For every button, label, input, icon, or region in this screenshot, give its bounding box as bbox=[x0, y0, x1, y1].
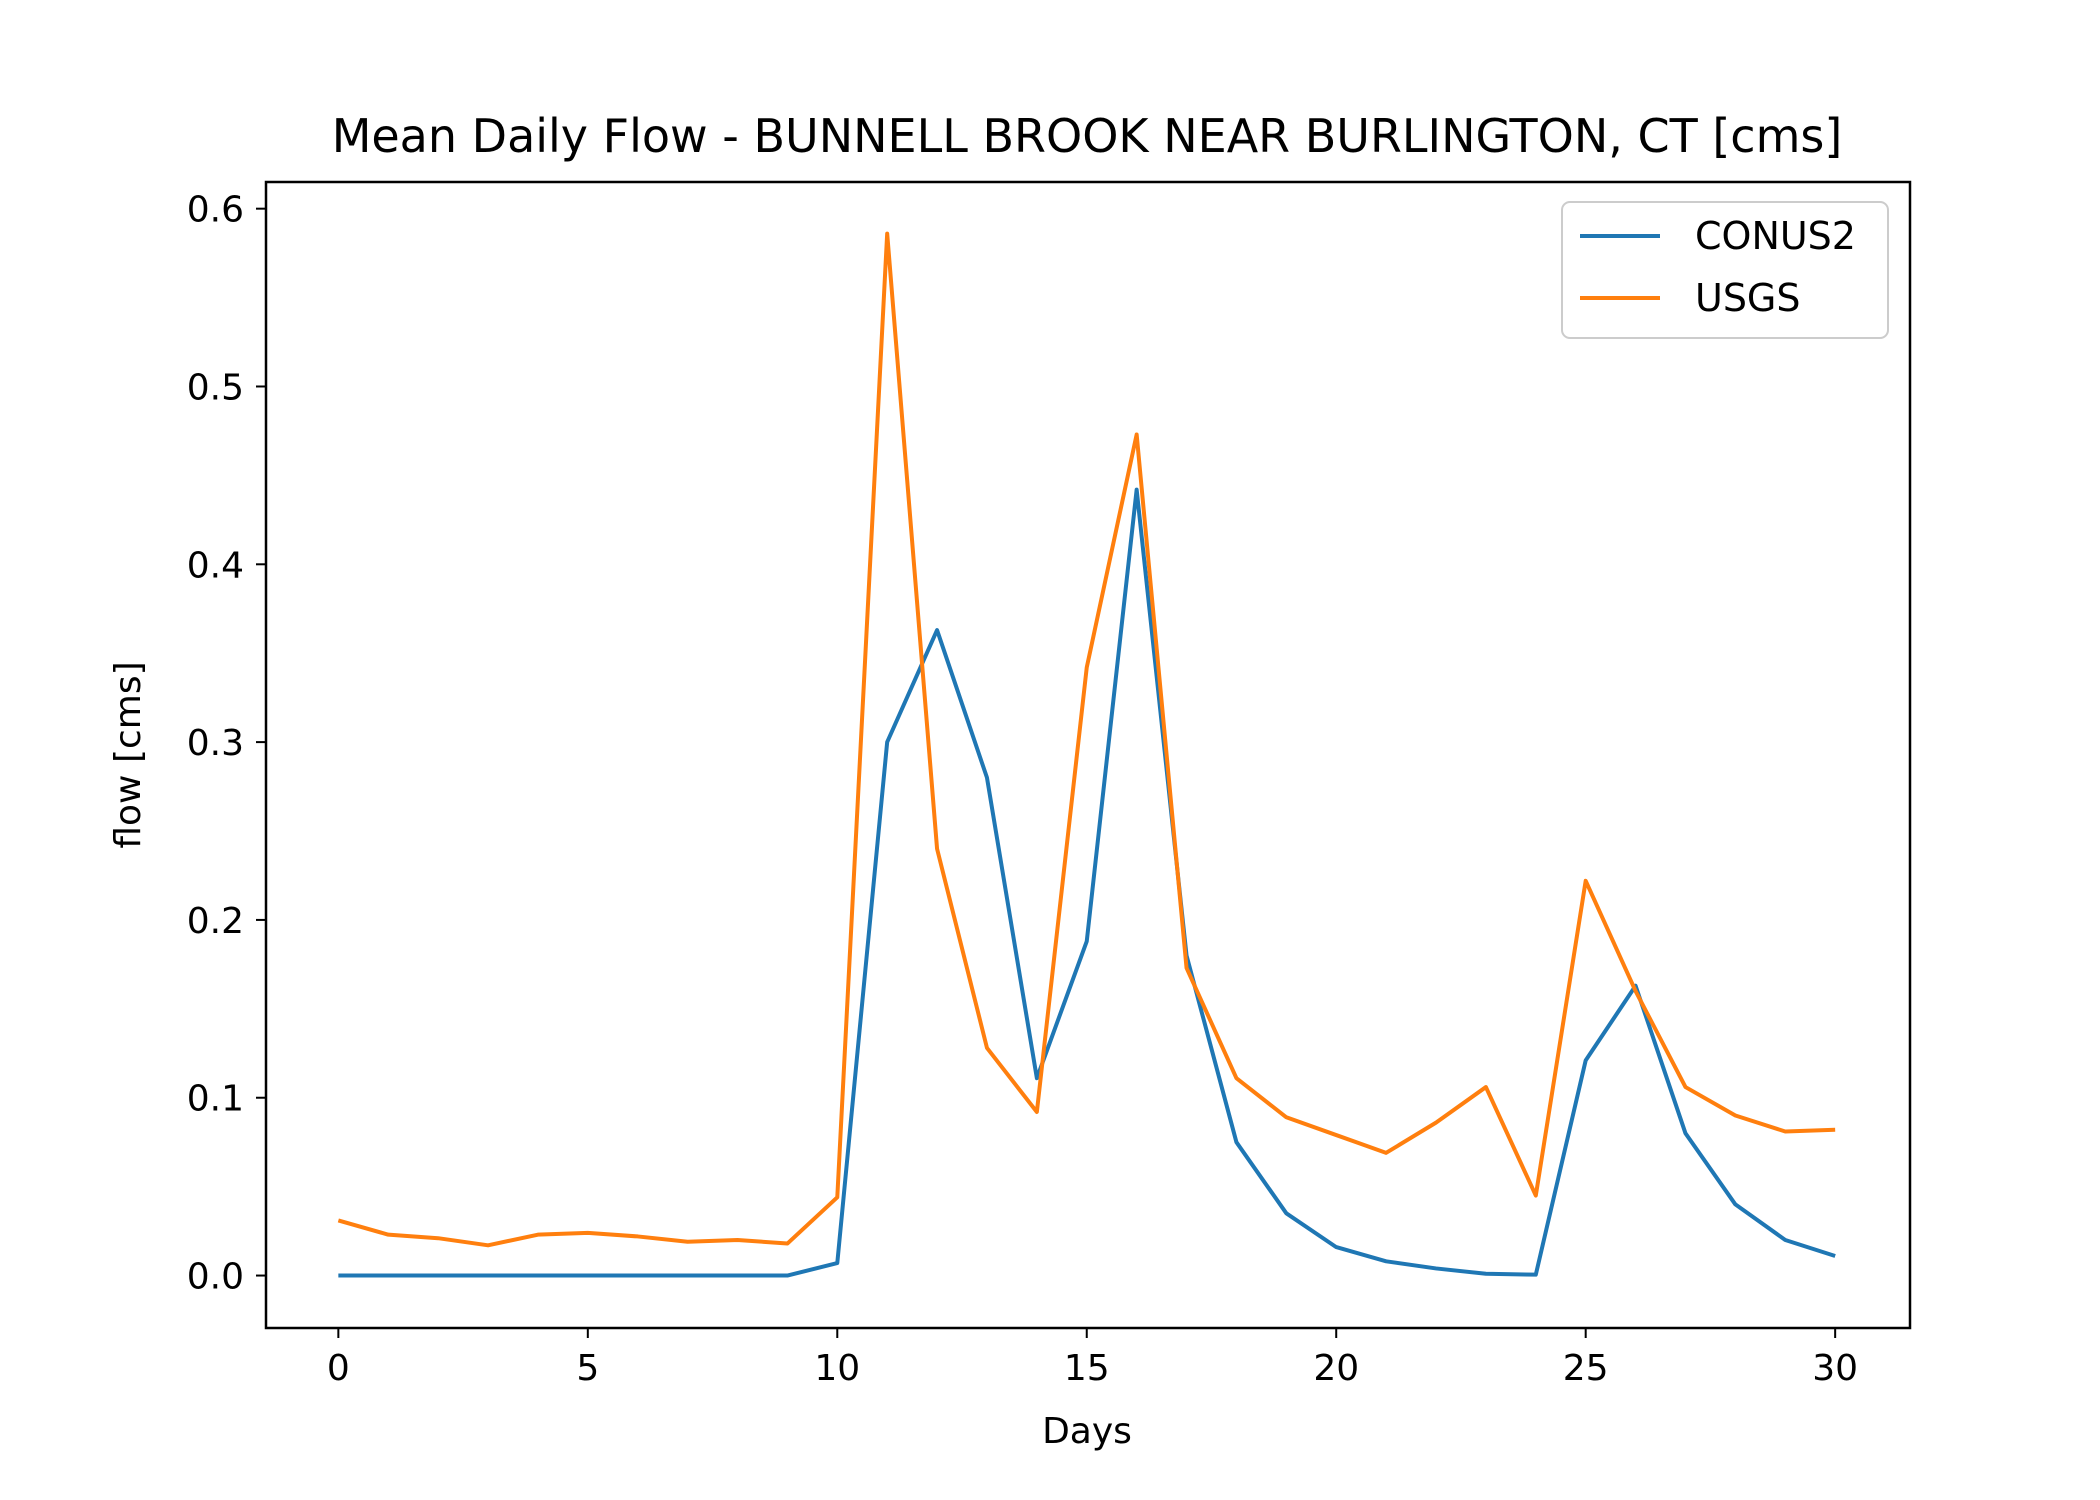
x-tick-label: 20 bbox=[1313, 1348, 1359, 1389]
y-tick-label: 0.1 bbox=[187, 1079, 244, 1120]
legend-label-conus2: CONUS2 bbox=[1695, 214, 1856, 258]
y-axis: 0.0 0.1 0.2 0.3 0.4 0.5 0.6 bbox=[187, 190, 266, 1298]
x-axis-label: Days bbox=[1042, 1411, 1132, 1452]
y-tick-label: 0.3 bbox=[187, 723, 244, 764]
legend: CONUS2 USGS bbox=[1561, 201, 1889, 339]
y-tick-label: 0.2 bbox=[187, 901, 244, 942]
y-tick-label: 0.6 bbox=[187, 190, 244, 231]
y-tick-label: 0.5 bbox=[187, 367, 244, 408]
series-line-usgs bbox=[337, 231, 1836, 1248]
y-tick-label: 0.4 bbox=[187, 545, 244, 586]
x-tick-label: 30 bbox=[1812, 1348, 1858, 1389]
series-line-conus2 bbox=[338, 487, 1836, 1278]
legend-label-usgs: USGS bbox=[1695, 276, 1801, 320]
y-axis-label: flow [cms] bbox=[108, 661, 149, 848]
x-tick-label: 15 bbox=[1064, 1348, 1110, 1389]
y-tick-label: 0.0 bbox=[187, 1257, 244, 1298]
series-layer bbox=[337, 231, 1836, 1278]
x-tick-label: 5 bbox=[576, 1348, 599, 1389]
plot-frame bbox=[264, 180, 1912, 1330]
x-tick-label: 25 bbox=[1563, 1348, 1609, 1389]
x-axis: 0 5 10 15 20 25 30 bbox=[327, 1328, 1858, 1389]
chart-title: Mean Daily Flow - BUNNELL BROOK NEAR BUR… bbox=[332, 109, 1843, 163]
x-tick-label: 0 bbox=[327, 1348, 350, 1389]
x-tick-label: 10 bbox=[814, 1348, 860, 1389]
